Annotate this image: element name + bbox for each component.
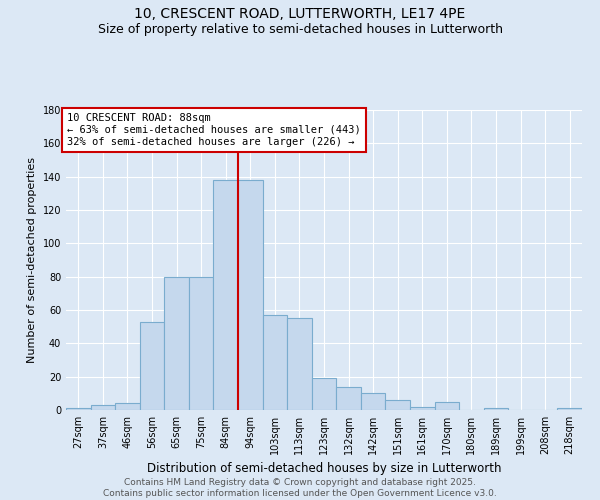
Bar [91,405,115,410]
Bar [238,180,263,410]
Bar [115,404,140,410]
Bar [361,394,385,410]
Text: Size of property relative to semi-detached houses in Lutterworth: Size of property relative to semi-detach… [97,22,503,36]
Bar [385,400,410,410]
Bar [557,408,582,410]
Bar [164,276,189,410]
X-axis label: Distribution of semi-detached houses by size in Lutterworth: Distribution of semi-detached houses by … [147,462,501,475]
Text: 10, CRESCENT ROAD, LUTTERWORTH, LE17 4PE: 10, CRESCENT ROAD, LUTTERWORTH, LE17 4PE [134,8,466,22]
Bar [312,378,336,410]
Text: 10 CRESCENT ROAD: 88sqm
← 63% of semi-detached houses are smaller (443)
32% of s: 10 CRESCENT ROAD: 88sqm ← 63% of semi-de… [67,114,361,146]
Bar [66,408,91,410]
Bar [214,180,238,410]
Bar [140,322,164,410]
Text: Contains HM Land Registry data © Crown copyright and database right 2025.
Contai: Contains HM Land Registry data © Crown c… [103,478,497,498]
Bar [484,408,508,410]
Bar [287,318,312,410]
Bar [434,402,459,410]
Bar [336,386,361,410]
Bar [189,276,214,410]
Y-axis label: Number of semi-detached properties: Number of semi-detached properties [27,157,37,363]
Bar [263,315,287,410]
Bar [410,406,434,410]
